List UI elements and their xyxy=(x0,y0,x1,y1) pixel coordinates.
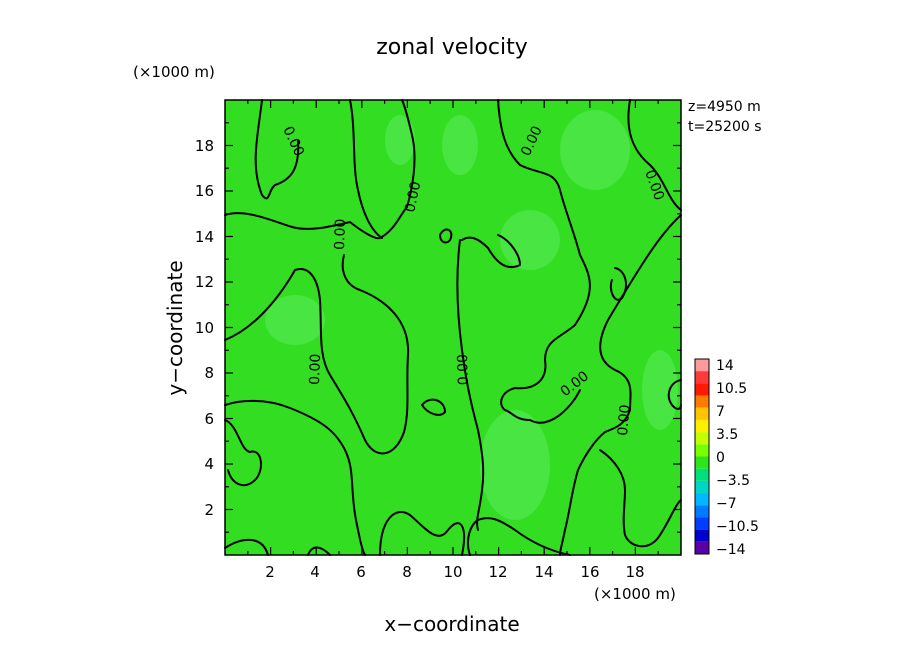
contour-line xyxy=(599,214,682,411)
x-tick-labels: 2 4 6 8 10 12 14 16 18 xyxy=(265,563,644,581)
y-tick-label: 6 xyxy=(204,410,214,428)
velocity-patch xyxy=(480,410,550,520)
plot-area: 0.00 0.00 0.00 0.00 0.00 0.00 0.00 0.00 … xyxy=(224,99,682,556)
zero-contours xyxy=(224,99,682,556)
y-unit-label: (×1000 m) xyxy=(133,63,215,81)
y-tick-label: 12 xyxy=(195,273,214,291)
x-tick-label: 10 xyxy=(443,563,462,581)
y-axis-label: y−coordinate xyxy=(163,260,187,395)
colorbar-label: −7 xyxy=(716,496,737,512)
velocity-patch xyxy=(265,295,325,345)
contour-line xyxy=(224,538,269,556)
contour-line xyxy=(224,254,410,455)
contour-line xyxy=(379,510,466,556)
colorbar-frame xyxy=(694,358,710,555)
contour-label: 0.00 xyxy=(455,354,472,386)
colorbar-label: 3.5 xyxy=(716,427,738,443)
colorbar-labels: 14 10.5 7 3.5 0 −3.5 −7 −10.5 −14 xyxy=(716,358,759,558)
velocity-patch xyxy=(560,110,630,190)
colorbar-swatch xyxy=(695,407,709,420)
contour-label: 0.00 xyxy=(332,218,349,250)
x-tick-label: 2 xyxy=(265,563,275,581)
colorbar-swatch xyxy=(695,419,709,433)
contour-line xyxy=(609,267,627,301)
velocity-patches xyxy=(265,110,678,520)
y-tick-label: 14 xyxy=(195,228,214,246)
x-unit-label: (×1000 m) xyxy=(594,585,676,603)
colorbar-label: −14 xyxy=(716,542,746,558)
contour-label: 0.00 xyxy=(615,404,634,436)
colorbar-swatch xyxy=(695,383,709,396)
contour-label: 0.00 xyxy=(307,353,324,385)
y-tick-label: 4 xyxy=(204,455,214,473)
axis-ticks xyxy=(225,100,681,555)
z-level-info: z=4950 m xyxy=(688,99,761,115)
x-tick-label: 4 xyxy=(310,563,320,581)
colorbar-swatch xyxy=(695,395,709,408)
contour-line xyxy=(224,419,262,487)
colorbar-swatch xyxy=(695,444,709,457)
colorbar-swatch xyxy=(695,359,709,372)
velocity-patch xyxy=(385,115,415,165)
time-info: t=25200 s xyxy=(688,119,762,135)
colorbar-label: 14 xyxy=(716,358,734,374)
contour-line xyxy=(254,99,300,200)
colorbar-swatch xyxy=(695,432,709,445)
colorbar-swatch xyxy=(695,505,709,518)
colorbar-swatch xyxy=(695,371,709,384)
x-axis-label: x−coordinate xyxy=(384,612,519,636)
x-tick-label: 18 xyxy=(625,563,644,581)
contour-line xyxy=(421,398,446,416)
velocity-patch xyxy=(500,210,560,270)
contour-line xyxy=(224,399,366,556)
colorbar xyxy=(694,358,710,555)
velocity-patch xyxy=(642,350,678,430)
contour-line xyxy=(224,99,416,240)
colorbar-swatch xyxy=(695,493,709,506)
x-tick-label: 8 xyxy=(402,563,412,581)
colorbar-label: 7 xyxy=(716,404,725,420)
colorbar-label: 0 xyxy=(716,450,725,466)
contour-line xyxy=(627,99,682,211)
x-tick-label: 12 xyxy=(488,563,507,581)
contour-line xyxy=(667,379,682,410)
contour-line xyxy=(456,239,485,531)
contour-line xyxy=(439,228,453,244)
colorbar-swatch xyxy=(695,541,709,554)
colorbar-swatch xyxy=(695,456,709,469)
colorbar-label: 10.5 xyxy=(716,381,747,397)
y-tick-label: 10 xyxy=(195,319,214,337)
colorbar-label: −10.5 xyxy=(716,519,759,535)
colorbar-swatch xyxy=(695,468,709,481)
chart-title: zonal velocity xyxy=(376,35,528,60)
y-tick-label: 16 xyxy=(195,182,214,200)
contour-line xyxy=(349,99,383,239)
y-tick-label: 18 xyxy=(195,137,214,155)
contour-line xyxy=(497,99,591,424)
x-tick-label: 6 xyxy=(356,563,366,581)
colorbar-swatch xyxy=(695,517,709,530)
y-tick-labels: 2 4 6 8 10 12 14 16 18 xyxy=(195,137,214,519)
y-tick-label: 8 xyxy=(204,364,214,382)
x-tick-label: 14 xyxy=(534,563,553,581)
y-tick-label: 2 xyxy=(204,501,214,519)
contour-line xyxy=(461,234,521,268)
colorbar-swatch xyxy=(695,480,709,494)
x-tick-label: 16 xyxy=(580,563,599,581)
colorbar-swatch xyxy=(695,529,709,542)
velocity-patch xyxy=(442,115,478,175)
contour-line xyxy=(559,409,631,556)
contour-line xyxy=(599,449,682,548)
colorbar-label: −3.5 xyxy=(716,473,750,489)
contour-label: 0.00 xyxy=(402,180,424,214)
